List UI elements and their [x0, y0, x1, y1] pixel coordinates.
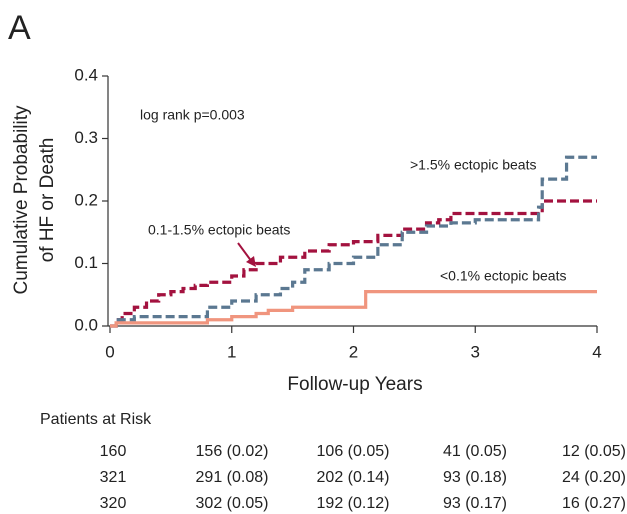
table-cell: 16 (0.27): [562, 495, 626, 512]
km-curve: [110, 155, 597, 328]
y-tick-label: 0.2: [74, 190, 98, 209]
km-curve: [110, 199, 597, 328]
label-arrow: [237, 242, 253, 263]
y-tick-label: 0.1: [74, 253, 98, 272]
x-axis-label: Follow-up Years: [287, 374, 422, 395]
table-cell: 12 (0.05): [562, 443, 626, 460]
table-cell: 24 (0.20): [562, 469, 626, 486]
series-label: <0.1% ectopic beats: [440, 268, 566, 284]
x-tick-label: 4: [592, 342, 601, 361]
table-cell: 320: [100, 495, 127, 512]
table-cell: 302 (0.05): [196, 495, 269, 512]
series-label: 0.1-1.5% ectopic beats: [148, 222, 290, 238]
y-axis-label: Cumulative Probability: [11, 105, 32, 295]
table-cell: 160: [100, 443, 127, 460]
table-cell: 93 (0.18): [443, 469, 507, 486]
series-label: >1.5% ectopic beats: [410, 157, 536, 173]
y-axis-label: of HF or Death: [37, 138, 58, 263]
y-tick-label: 0.3: [74, 128, 98, 147]
x-tick-label: 1: [227, 342, 236, 361]
table-cell: 321: [100, 469, 127, 486]
label-arrow-head: [246, 256, 256, 267]
y-tick-label: 0.4: [74, 65, 98, 84]
table-cell: 202 (0.14): [317, 469, 390, 486]
table-cell: 192 (0.12): [317, 495, 390, 512]
annotation: log rank p=0.003: [140, 107, 245, 123]
y-tick-label: 0.0: [74, 315, 98, 334]
x-tick-label: 3: [471, 342, 480, 361]
table-cell: 156 (0.02): [196, 443, 269, 460]
km-curve: [110, 290, 597, 328]
table-title: Patients at Risk: [40, 411, 152, 428]
table-cell: 93 (0.17): [443, 495, 507, 512]
table-cell: 291 (0.08): [196, 469, 269, 486]
table-cell: 41 (0.05): [443, 443, 507, 460]
x-tick-label: 2: [349, 342, 358, 361]
panel-label: A: [8, 9, 31, 47]
x-tick-label: 0: [105, 342, 114, 361]
table-cell: 106 (0.05): [317, 443, 390, 460]
